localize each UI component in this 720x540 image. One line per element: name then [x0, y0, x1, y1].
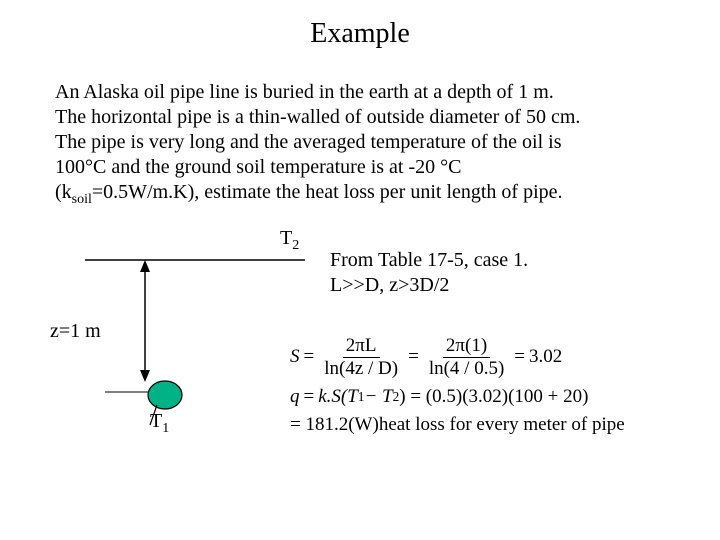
- label-t1: T1: [150, 410, 169, 437]
- eq-q-final-val: = 181.2(W): [290, 414, 379, 436]
- eq-S-result: 3.02: [529, 346, 562, 368]
- eq-S-frac1: 2πL ln(4z / D): [321, 335, 401, 380]
- depth-arrow-head-down: [140, 370, 150, 382]
- problem-line-5-post: =0.5W/m.K), estimate the heat loss per u…: [92, 181, 563, 203]
- problem-line-3: The pipe is very long and the averaged t…: [55, 131, 561, 153]
- eq-equals-2: =: [408, 346, 419, 368]
- eq-S-frac2: 2π(1) ln(4 / 0.5): [426, 335, 507, 380]
- eq-S-frac2-den: ln(4 / 0.5): [426, 358, 507, 380]
- eq-S-frac1-den: ln(4z / D): [321, 358, 401, 380]
- problem-line-1: An Alaska oil pipe line is buried in the…: [55, 81, 554, 103]
- eq-equals-4: =: [304, 386, 315, 408]
- slide-title: Example: [0, 18, 720, 50]
- equation-heat-rate: q = k.S(T1 − T2) = (0.5)(3.02)(100 + 20): [290, 386, 625, 408]
- eq-S-frac2-num: 2π(1): [443, 335, 490, 358]
- eq-q-mid: − T: [364, 386, 392, 408]
- eq-q-final-text: heat loss for every meter of pipe: [379, 414, 625, 436]
- eq-S-frac1-num: 2πL: [343, 335, 380, 358]
- depth-arrow-head-up: [140, 260, 150, 272]
- eq-S-lhs: S: [290, 346, 300, 368]
- problem-statement: An Alaska oil pipe line is buried in the…: [55, 80, 675, 209]
- table-ref-line1: From Table 17-5, case 1.: [330, 249, 528, 271]
- diagram-svg: [50, 240, 310, 450]
- problem-ksoil-sub: soil: [72, 192, 92, 207]
- eq-q-rhs1: k.S(T: [318, 386, 358, 408]
- t1-letter: T: [150, 410, 162, 432]
- eq-equals-1: =: [304, 346, 315, 368]
- eq-q-sub2: 2: [393, 389, 400, 405]
- pipe-icon: [148, 381, 182, 409]
- eq-equals-3: =: [514, 346, 525, 368]
- problem-line-5-pre: (k: [55, 181, 72, 203]
- eq-q-lhs: q: [290, 386, 300, 408]
- buried-pipe-diagram: [50, 240, 310, 450]
- table-ref-line2: L>>D, z>3D/2: [330, 274, 449, 296]
- problem-line-2: The horizontal pipe is a thin-walled of …: [55, 106, 580, 128]
- equations-block: S = 2πL ln(4z / D) = 2π(1) ln(4 / 0.5) =…: [290, 335, 625, 442]
- eq-q-rhs2: ) = (0.5)(3.02)(100 + 20): [399, 386, 588, 408]
- t1-sub: 1: [162, 421, 169, 436]
- table-reference: From Table 17-5, case 1. L>>D, z>3D/2: [330, 248, 528, 298]
- eq-q-sub1: 1: [358, 389, 365, 405]
- problem-line-4: 100°C and the ground soil temperature is…: [55, 156, 461, 178]
- equation-shape-factor: S = 2πL ln(4z / D) = 2π(1) ln(4 / 0.5) =…: [290, 335, 625, 380]
- equation-result: = 181.2(W) heat loss for every meter of …: [290, 414, 625, 436]
